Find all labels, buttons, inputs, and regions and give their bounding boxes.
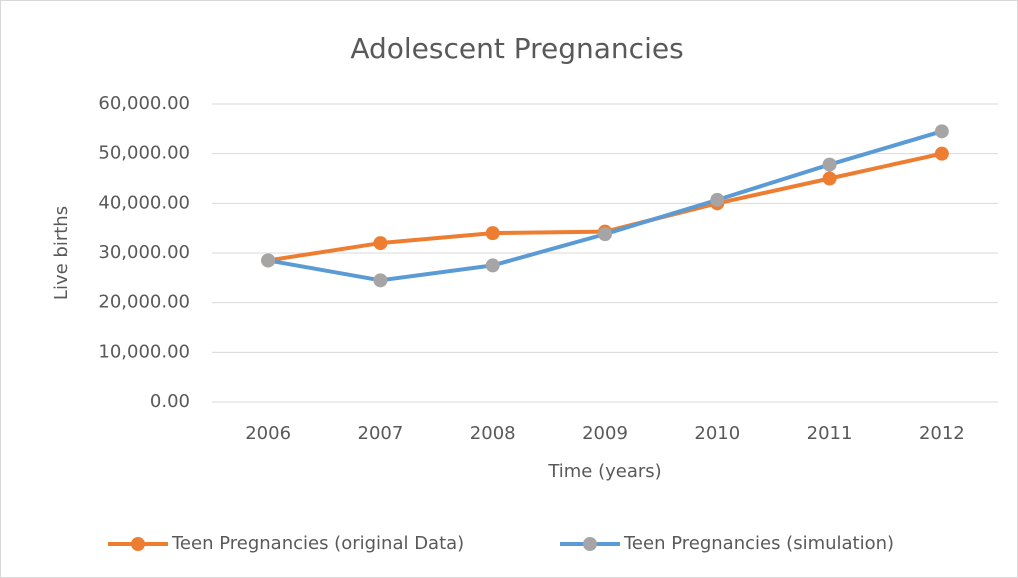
data-point [485, 258, 500, 273]
legend-label: Teen Pregnancies (original Data) [171, 533, 464, 554]
data-point [934, 146, 949, 161]
data-point [710, 192, 725, 207]
legend-label: Teen Pregnancies (simulation) [623, 533, 894, 554]
y-tick-label: 50,000.00 [98, 143, 190, 164]
data-point [261, 253, 276, 268]
x-tick-label: 2009 [582, 423, 628, 444]
x-tick-label: 2007 [358, 423, 404, 444]
x-tick-label: 2012 [919, 423, 965, 444]
data-point [373, 236, 388, 251]
y-tick-label: 10,000.00 [98, 341, 190, 362]
x-axis-label: Time (years) [547, 461, 661, 482]
y-tick-label: 20,000.00 [98, 292, 190, 313]
legend-marker [131, 537, 145, 551]
data-point [822, 171, 837, 186]
y-tick-label: 40,000.00 [98, 192, 190, 213]
data-point [598, 227, 612, 242]
y-tick-label: 0.00 [150, 391, 190, 412]
y-tick-label: 60,000.00 [98, 93, 190, 114]
chart-title: Adolescent Pregnancies [350, 32, 683, 65]
x-tick-label: 2011 [807, 423, 853, 444]
legend-marker [583, 537, 597, 551]
data-point [934, 124, 949, 139]
y-axis-label: Live births [51, 206, 72, 300]
x-tick-label: 2006 [245, 423, 291, 444]
data-point [485, 226, 500, 241]
data-point [373, 273, 388, 288]
x-tick-label: 2008 [470, 423, 516, 444]
x-tick-label: 2010 [694, 423, 740, 444]
y-tick-label: 30,000.00 [98, 242, 190, 263]
data-point [822, 157, 837, 172]
